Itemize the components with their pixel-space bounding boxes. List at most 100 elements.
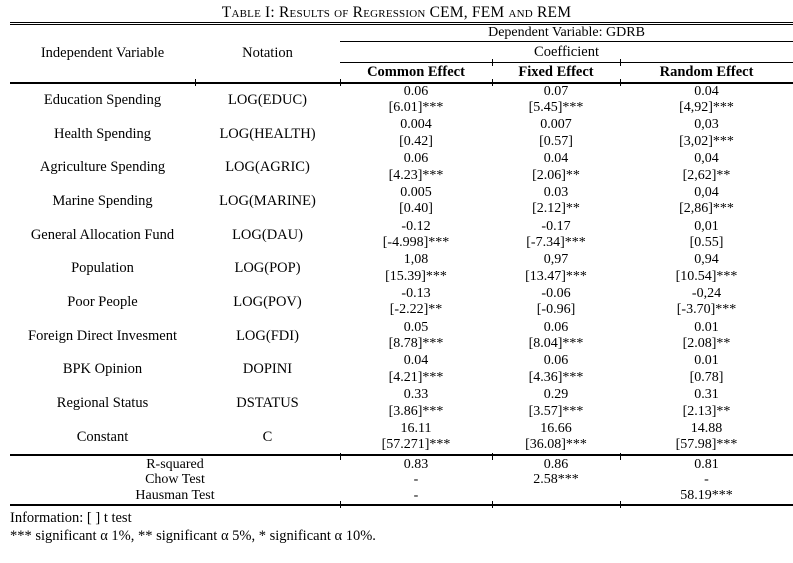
coefficient-value: 0,01 bbox=[694, 218, 719, 234]
header-row-depvar: Independent Variable Notation Dependent … bbox=[10, 23, 793, 84]
coefficient-value: 0.01 bbox=[694, 319, 719, 335]
summary-common-effect: - bbox=[413, 472, 419, 488]
summary-row: Hausman Test - 58.19*** bbox=[10, 487, 793, 507]
table-title: Table I: Results of Regression CEM, FEM … bbox=[221, 4, 572, 21]
t-statistic: [0.57] bbox=[539, 134, 573, 150]
summary-fixed-effect: 2.58*** bbox=[533, 472, 579, 488]
t-statistic: [10.54]*** bbox=[675, 268, 738, 284]
cell-fixed-effect: 0.04 [2.06]** bbox=[492, 151, 620, 185]
cell-fixed-effect: 0.007 [0.57] bbox=[492, 117, 620, 151]
cell-notation: LOG(EDUC) bbox=[228, 91, 307, 108]
coefficient-value: 0.04 bbox=[694, 83, 719, 99]
coefficient-value: -0.06 bbox=[541, 285, 571, 301]
table-row: Education Spending LOG(EDUC) 0.06 [6.01]***… bbox=[10, 83, 793, 118]
cell-random-effect: 0,04 [2,62]** bbox=[620, 151, 793, 185]
cell-fixed-effect: -0.06 [-0.96] bbox=[492, 286, 620, 320]
coefficient-value: 0.06 bbox=[403, 151, 429, 167]
table-row: Regional Status DSTATUS 0.33 [3.86]*** 0.29[… bbox=[10, 387, 793, 421]
column-divider-tick bbox=[340, 79, 341, 86]
coefficient-value: -0.13 bbox=[401, 285, 431, 301]
column-divider-tick bbox=[620, 453, 621, 460]
table-row: Foreign Direct Invesment LOG(FDI) 0.05 [8.7… bbox=[10, 319, 793, 353]
coefficient-value: 0.07 bbox=[543, 83, 569, 99]
note-significance: *** significant α 1%, ** significant α 5… bbox=[10, 527, 376, 544]
t-statistic: [-3.70]*** bbox=[676, 302, 737, 318]
cell-fixed-effect: 0,97 [13.47]*** bbox=[492, 252, 620, 286]
table-row: Constant C 16.11 [57.271]*** 16.66 [36.08]***… bbox=[10, 420, 793, 455]
t-statistic: [6.01]*** bbox=[388, 100, 444, 116]
t-statistic: [8.04]*** bbox=[528, 336, 584, 352]
cell-notation: LOG(AGRIC) bbox=[225, 159, 310, 176]
coefficient-value: 0,97 bbox=[543, 252, 569, 268]
summary-random-effect: 58.19*** bbox=[620, 487, 793, 507]
coefficient-header: Coefficient bbox=[340, 41, 793, 63]
coefficient-value: 0.01 bbox=[694, 353, 719, 369]
cell-fixed-effect: 0.06 [4.36]*** bbox=[492, 353, 620, 387]
summary-random-effect: - bbox=[704, 472, 709, 488]
summary-random-effect: 0.81 bbox=[620, 454, 793, 473]
t-statistic: [2.08]** bbox=[682, 336, 731, 352]
t-statistic: [13.47]*** bbox=[525, 268, 587, 284]
summary-section: R-squared 0.83 0.86 0.81 Chow Test -2.58*** - H… bbox=[10, 454, 793, 507]
cell-common-effect: 0.005 [0.40] bbox=[340, 185, 492, 219]
coefficient-value: 0.005 bbox=[400, 184, 432, 200]
cell-variable: Poor People bbox=[67, 293, 138, 310]
t-statistic: [-2.22]** bbox=[389, 302, 443, 318]
t-statistic: [3,02]*** bbox=[679, 134, 734, 150]
cell-notation: LOG(DAU) bbox=[232, 226, 303, 243]
cell-variable: Constant bbox=[76, 428, 129, 445]
coefficient-value: 0.004 bbox=[400, 117, 432, 133]
coefficient-value: 0.04 bbox=[543, 151, 569, 167]
t-statistic: [0.55] bbox=[689, 235, 724, 251]
t-statistic: [2.06]** bbox=[532, 167, 580, 183]
t-statistic: [3.57]*** bbox=[528, 403, 584, 419]
summary-label: Chow Test bbox=[145, 472, 205, 488]
summary-row: R-squared 0.83 0.86 0.81 bbox=[10, 454, 793, 473]
column-divider-tick bbox=[620, 79, 621, 86]
header-row-coefficient: Coefficient bbox=[10, 41, 793, 63]
cell-common-effect: 1,08 [15.39]*** bbox=[340, 252, 492, 286]
cell-common-effect: -0.12 [-4.998]*** bbox=[340, 218, 492, 252]
coefficient-value: 0.04 bbox=[403, 353, 429, 369]
cell-fixed-effect: 0.29 [3.57]*** bbox=[492, 387, 620, 421]
t-statistic: [57.98]*** bbox=[675, 437, 738, 453]
t-statistic: [4.36]*** bbox=[528, 369, 584, 385]
t-statistic: [4.23]*** bbox=[388, 167, 444, 183]
t-statistic: [2.13]** bbox=[682, 403, 731, 419]
table-row: Health Spending LOG(HEALTH) 0.004 [0.42] 0.0… bbox=[10, 117, 793, 151]
cell-variable: Foreign Direct Invesment bbox=[28, 327, 177, 344]
summary-common-effect: - bbox=[340, 487, 492, 507]
column-divider-tick bbox=[620, 501, 621, 508]
t-statistic: [-4.998]*** bbox=[382, 235, 450, 251]
cell-random-effect: 0,94 [10.54]*** bbox=[620, 252, 793, 286]
note-t-test: Information: [ ] t test bbox=[10, 510, 132, 527]
cell-notation: LOG(FDI) bbox=[236, 327, 299, 344]
table-row: Marine Spending LOG(MARINE) 0.005 [0.40] 0.0… bbox=[10, 185, 793, 219]
summary-label: Hausman Test bbox=[10, 487, 340, 507]
cell-common-effect: 16.11 [57.271]*** bbox=[340, 420, 492, 455]
table-row: Population LOG(POP) 1,08 [15.39]*** 0,97 [13.… bbox=[10, 252, 793, 286]
cell-notation: C bbox=[262, 428, 273, 445]
cell-common-effect: 0.06 [4.23]*** bbox=[340, 151, 492, 185]
table-row: General Allocation Fund LOG(DAU) -0.12 [-4.… bbox=[10, 218, 793, 252]
cell-common-effect: 0.06 [6.01]*** bbox=[340, 83, 492, 118]
cell-random-effect: 14.88 [57.98]*** bbox=[620, 420, 793, 455]
cell-random-effect: 0,03 [3,02]*** bbox=[620, 117, 793, 151]
t-statistic: [0.78] bbox=[689, 369, 724, 385]
cell-random-effect: 0.04 [4,92]*** bbox=[620, 83, 793, 118]
coefficient-value: 16.11 bbox=[400, 420, 432, 436]
t-statistic: [4,92]*** bbox=[679, 100, 734, 116]
column-divider-tick bbox=[492, 59, 493, 66]
cell-notation: DOPINI bbox=[242, 361, 293, 378]
t-statistic: [3.86]*** bbox=[388, 403, 444, 419]
table-row: BPK Opinion DOPINI 0.04 [4.21]*** 0.06 [4.36]… bbox=[10, 353, 793, 387]
summary-common-effect: 0.83 bbox=[340, 454, 492, 473]
cell-variable: General Allocation Fund bbox=[30, 226, 175, 243]
dependent-variable-header: Dependent Variable: GDRB bbox=[340, 23, 793, 42]
column-divider-tick bbox=[620, 59, 621, 66]
cell-notation: LOG(POV) bbox=[233, 293, 302, 310]
t-statistic: [2.12]** bbox=[532, 201, 580, 217]
cell-common-effect: 0.33 [3.86]*** bbox=[340, 387, 492, 421]
summary-label: R-squared bbox=[10, 454, 340, 473]
coefficient-value: -0.12 bbox=[401, 218, 431, 234]
